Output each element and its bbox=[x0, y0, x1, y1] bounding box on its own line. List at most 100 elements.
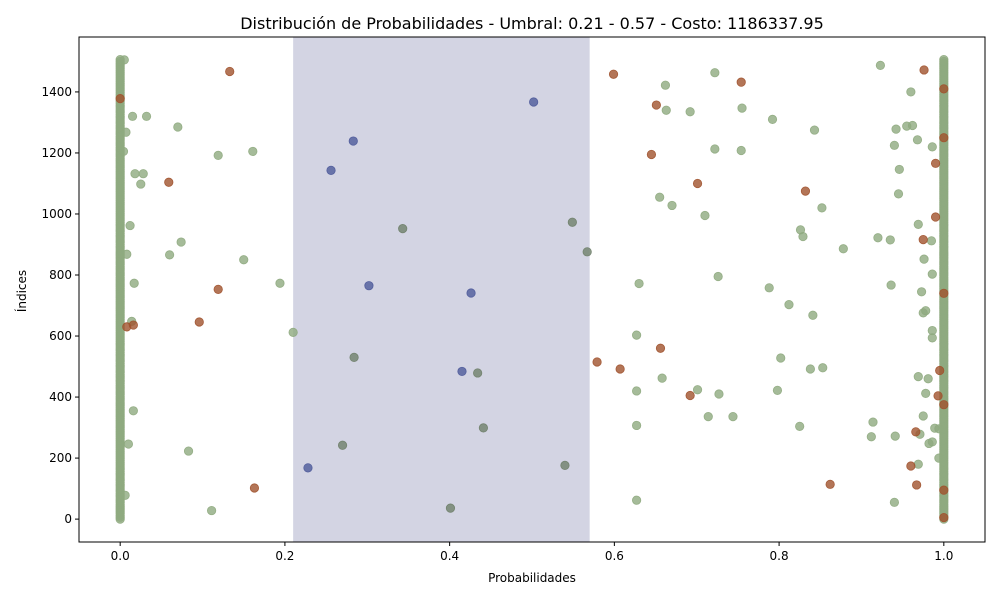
data-point bbox=[457, 366, 467, 377]
x-tick-label: 0.0 bbox=[111, 549, 130, 563]
data-point bbox=[885, 235, 895, 245]
data-point bbox=[808, 310, 818, 320]
data-point bbox=[115, 94, 125, 104]
data-point bbox=[927, 333, 937, 343]
data-point bbox=[921, 388, 931, 398]
data-point bbox=[685, 107, 695, 117]
data-point bbox=[728, 411, 738, 422]
data-point bbox=[529, 97, 539, 107]
data-point bbox=[700, 210, 710, 221]
data-point bbox=[737, 103, 747, 113]
data-point bbox=[798, 231, 808, 242]
data-point bbox=[207, 505, 217, 516]
data-point bbox=[615, 364, 625, 374]
data-point bbox=[893, 189, 904, 199]
data-point bbox=[288, 327, 298, 337]
data-point bbox=[891, 124, 901, 134]
data-point bbox=[912, 135, 923, 145]
data-point bbox=[128, 320, 138, 330]
y-axis-label: Índices bbox=[14, 270, 29, 312]
data-point bbox=[911, 427, 921, 437]
data-point bbox=[127, 111, 138, 121]
data-point bbox=[685, 390, 695, 401]
data-point bbox=[886, 280, 896, 290]
data-point bbox=[592, 357, 602, 367]
data-point bbox=[651, 100, 661, 110]
data-point bbox=[138, 169, 148, 179]
data-point bbox=[632, 495, 642, 505]
y-tick-label: 1400 bbox=[41, 85, 72, 99]
plot-frame bbox=[78, 36, 986, 543]
y-tick-label: 1200 bbox=[41, 146, 72, 160]
data-point bbox=[176, 237, 186, 247]
data-point bbox=[121, 127, 131, 137]
data-point bbox=[736, 77, 746, 87]
data-point bbox=[919, 65, 929, 75]
data-point bbox=[634, 278, 644, 289]
data-point bbox=[919, 254, 929, 264]
data-point bbox=[608, 69, 619, 79]
data-point bbox=[130, 169, 140, 179]
data-point bbox=[939, 84, 949, 94]
data-point bbox=[249, 483, 260, 493]
data-point bbox=[923, 374, 933, 384]
data-point bbox=[248, 146, 258, 157]
data-point bbox=[710, 144, 720, 154]
data-point bbox=[466, 288, 476, 298]
data-point bbox=[927, 437, 937, 447]
data-point bbox=[873, 233, 883, 243]
data-point bbox=[129, 278, 139, 288]
data-point bbox=[907, 120, 918, 131]
data-point bbox=[661, 105, 671, 115]
data-point bbox=[939, 485, 949, 495]
data-point bbox=[632, 386, 642, 396]
data-point bbox=[183, 446, 194, 456]
data-point bbox=[926, 236, 937, 246]
x-tick-label: 0.2 bbox=[275, 549, 294, 563]
x-tick-label: 0.6 bbox=[605, 549, 624, 563]
data-point bbox=[119, 55, 129, 65]
data-point bbox=[445, 503, 456, 513]
data-point bbox=[764, 283, 774, 293]
x-tick-label: 1.0 bbox=[934, 549, 953, 563]
data-point bbox=[934, 453, 944, 463]
data-point bbox=[225, 66, 235, 77]
data-point bbox=[868, 417, 878, 427]
data-point bbox=[927, 142, 937, 152]
x-axis: 0.0 0.2 0.4 0.6 0.8 1.0 bbox=[111, 542, 953, 563]
x-axis-label: Probabilidades bbox=[488, 571, 576, 585]
data-point bbox=[560, 460, 570, 471]
data-point bbox=[173, 122, 183, 132]
data-point bbox=[122, 249, 132, 259]
data-point bbox=[337, 440, 348, 450]
data-point bbox=[921, 306, 931, 316]
data-point bbox=[866, 432, 876, 442]
data-point bbox=[935, 365, 945, 376]
data-point bbox=[906, 461, 916, 471]
data-point bbox=[916, 287, 927, 297]
data-point bbox=[918, 235, 928, 245]
data-point bbox=[275, 278, 285, 288]
data-point bbox=[767, 114, 778, 124]
data-point bbox=[194, 317, 204, 327]
data-point bbox=[165, 250, 175, 260]
y-tick-label: 600 bbox=[49, 329, 72, 343]
data-point bbox=[632, 330, 642, 340]
data-point bbox=[213, 284, 223, 294]
data-point bbox=[655, 192, 665, 202]
data-point bbox=[939, 54, 949, 65]
data-point bbox=[939, 512, 949, 523]
data-point bbox=[646, 149, 657, 160]
data-point bbox=[478, 423, 489, 433]
data-point bbox=[164, 177, 174, 187]
y-tick-label: 800 bbox=[49, 268, 72, 282]
x-tick-label: 0.8 bbox=[770, 549, 789, 563]
data-point bbox=[710, 68, 720, 78]
data-point bbox=[655, 343, 666, 353]
data-point bbox=[825, 479, 835, 489]
data-point bbox=[809, 125, 820, 135]
y-tick-label: 1000 bbox=[41, 207, 72, 221]
data-point bbox=[657, 373, 667, 383]
data-point bbox=[933, 391, 943, 401]
data-point bbox=[118, 146, 129, 157]
